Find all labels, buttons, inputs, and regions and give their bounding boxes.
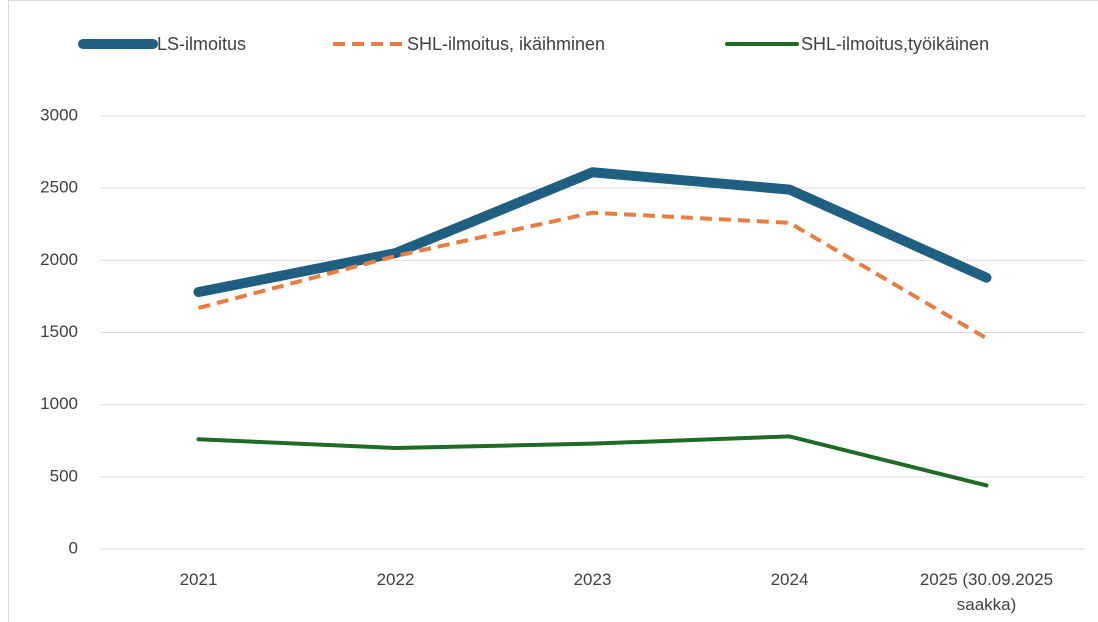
y-tick-label: 1500 — [40, 322, 78, 341]
legend-label: LS-ilmoitus — [157, 34, 246, 54]
y-tick-label: 3000 — [40, 105, 78, 124]
y-tick-label: 1000 — [40, 394, 78, 413]
y-tick-label: 0 — [69, 538, 78, 557]
x-tick-label: 2025 (30.09.2025 saakka) — [919, 570, 1054, 614]
series-line — [197, 210, 988, 340]
series-line — [193, 167, 992, 298]
legend-label: SHL-ilmoitus,työikäinen — [801, 34, 989, 54]
x-tick-label: 2023 — [573, 570, 612, 589]
y-tick-label: 500 — [50, 466, 78, 485]
chart-frame — [8, 0, 1098, 622]
x-tick-label: 2021 — [179, 570, 218, 589]
legend-label: SHL-ilmoitus, ikäihminen — [407, 34, 605, 54]
series-line — [196, 434, 989, 488]
y-tick-label: 2000 — [40, 250, 78, 269]
x-tick-label: 2024 — [770, 570, 809, 589]
x-tick-label: 2022 — [376, 570, 415, 589]
y-tick-label: 2500 — [40, 178, 78, 197]
